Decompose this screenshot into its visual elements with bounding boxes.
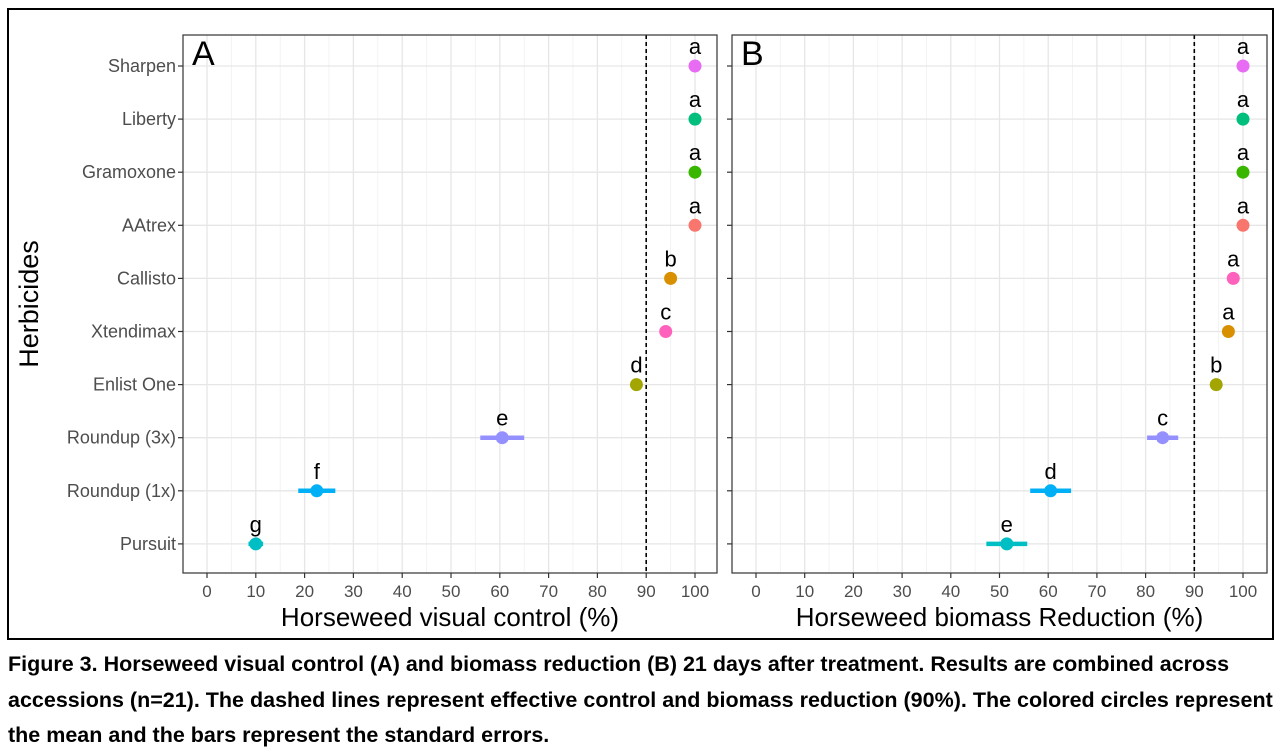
significance-letter: a xyxy=(689,87,702,112)
significance-letter: a xyxy=(1237,87,1250,112)
category-label: Pursuit xyxy=(120,534,176,554)
x-tick-label: 100 xyxy=(681,582,709,601)
x-tick-label: 50 xyxy=(442,582,461,601)
significance-letter: e xyxy=(1001,512,1013,537)
category-label: Roundup (1x) xyxy=(67,481,176,501)
mean-point xyxy=(629,378,643,392)
plot-area xyxy=(183,35,717,573)
x-tick-label: 50 xyxy=(990,582,1009,601)
significance-letter: c xyxy=(660,300,671,325)
category-label: AAtrex xyxy=(122,215,176,235)
mean-point xyxy=(1236,59,1250,73)
x-tick-label: 30 xyxy=(893,582,912,601)
mean-point xyxy=(1226,271,1240,285)
mean-point xyxy=(688,165,702,179)
mean-point xyxy=(1236,218,1250,232)
x-tick-label: 90 xyxy=(637,582,656,601)
mean-point xyxy=(1236,165,1250,179)
x-tick-label: 60 xyxy=(490,582,509,601)
panel-b: a a a a a a b c d e B 0 10 20 30 40 50 60 70 80 90 100 Horsewe… xyxy=(727,34,1268,632)
x-tick-label: 20 xyxy=(844,582,863,601)
panel-border xyxy=(182,34,718,574)
significance-letter: a xyxy=(1237,193,1250,218)
mean-point xyxy=(1236,112,1250,126)
significance-letter: a xyxy=(1227,246,1240,271)
x-tick-label: 20 xyxy=(295,582,314,601)
mean-point xyxy=(688,59,702,73)
significance-letter: d xyxy=(630,353,642,378)
significance-letter: a xyxy=(1237,140,1250,165)
category-label: Sharpen xyxy=(108,56,176,76)
x-tick-label: 80 xyxy=(1136,582,1155,601)
significance-letter: a xyxy=(1237,34,1250,59)
x-tick-label: 30 xyxy=(344,582,363,601)
y-axis-title: Herbicides xyxy=(14,240,44,368)
mean-point xyxy=(688,112,702,126)
significance-letter: b xyxy=(664,246,676,271)
x-tick-label: 70 xyxy=(539,582,558,601)
category-label: Gramoxone xyxy=(82,162,176,182)
significance-letter: d xyxy=(1045,459,1057,484)
x-tick-label: 40 xyxy=(393,582,412,601)
category-label: Callisto xyxy=(117,268,176,288)
mean-point xyxy=(664,271,678,285)
category-label: Roundup (3x) xyxy=(67,428,176,448)
x-tick-label: 60 xyxy=(1039,582,1058,601)
mean-point xyxy=(688,218,702,232)
panel-label: B xyxy=(741,35,764,73)
mean-point xyxy=(1221,325,1235,338)
category-label: Enlist One xyxy=(93,375,176,395)
significance-letter: a xyxy=(689,193,702,218)
figure-frame xyxy=(7,8,1274,640)
x-tick-label: 90 xyxy=(1185,582,1204,601)
mean-point xyxy=(249,537,263,551)
x-tick-label: 10 xyxy=(795,582,814,601)
mean-point xyxy=(1044,484,1058,498)
mean-point xyxy=(310,484,324,498)
panel-label: A xyxy=(192,35,215,73)
x-tick-label: 0 xyxy=(202,582,211,601)
mean-point xyxy=(659,325,673,338)
x-tick-label: 0 xyxy=(751,582,760,601)
significance-letter: a xyxy=(689,140,702,165)
x-axis-title: Horseweed visual control (%) xyxy=(281,602,619,632)
x-axis-title: Horseweed biomass Reduction (%) xyxy=(796,602,1204,632)
mean-point xyxy=(495,431,509,445)
x-tick-label: 40 xyxy=(941,582,960,601)
mean-point xyxy=(1156,431,1170,445)
x-tick-label: 80 xyxy=(588,582,607,601)
significance-letter: f xyxy=(314,459,321,484)
significance-letter: g xyxy=(250,512,262,537)
mean-point xyxy=(1000,537,1014,551)
significance-letter: c xyxy=(1157,406,1168,431)
category-label: Liberty xyxy=(122,109,176,129)
significance-letter: a xyxy=(689,34,702,59)
significance-letter: b xyxy=(1210,353,1222,378)
significance-letter: e xyxy=(496,406,508,431)
x-tick-label: 10 xyxy=(246,582,265,601)
x-tick-label: 70 xyxy=(1087,582,1106,601)
category-label: Xtendimax xyxy=(91,322,176,342)
x-tick-label: 100 xyxy=(1229,582,1257,601)
significance-letter: a xyxy=(1222,300,1235,325)
mean-point xyxy=(1209,378,1223,392)
figure-caption: Figure 3. Horseweed visual control (A) a… xyxy=(8,652,1273,747)
panel-a: a a a a b c d e f g A 0 10 20 30 40 50 60 70 80 90 100 Sharpen… xyxy=(67,34,718,632)
